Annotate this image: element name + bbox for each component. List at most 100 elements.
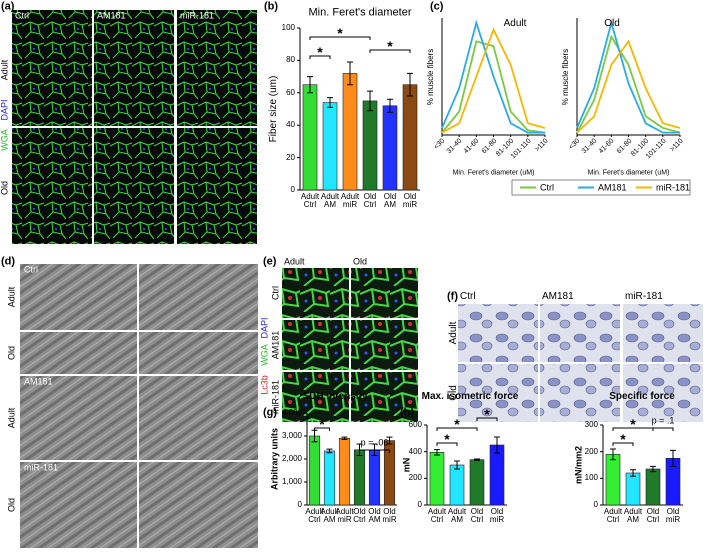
micrograph [20,264,137,330]
micrograph [458,304,538,362]
y-axis-label: mN [401,457,412,473]
micrograph [94,128,174,244]
significance-label: * [387,38,393,54]
error-bar [326,448,333,454]
column-label: Ctrl [15,10,29,21]
x-tick-label: <30 [433,137,447,151]
x-tick-label: Old Ctrl [470,507,484,525]
row-label: AM181 [270,330,281,360]
chart-title: Adult [503,18,527,29]
significance-bracket [436,442,458,446]
stain-label: WGA [0,129,10,151]
x-tick-label: Old miR [489,507,505,525]
y-tick-label: 100 [281,23,295,32]
y-tick-label: 20 [286,152,295,162]
legend-label: miR-181 [656,182,691,193]
x-tick-label: Adult miR [340,192,360,210]
significance-label: * [620,431,626,447]
significance-label: * [337,25,343,41]
micrograph [177,10,257,126]
legend-label: AM181 [598,182,627,193]
micrograph [20,332,137,374]
x-tick-label: Adult Ctrl [305,507,324,525]
significance-label: p = .06 [360,437,389,448]
row-label: Old [0,180,10,196]
error-bar [630,469,636,477]
micrograph [94,10,174,126]
legend-box [511,179,691,196]
y-axis-label: Fiber size (um) [268,75,279,143]
significance-label: * [317,44,323,60]
y-tick-label: 40 [286,120,295,130]
micrograph [351,268,418,318]
micrograph [282,268,349,318]
row-title: miR-181 [24,462,59,473]
panel-label: (c) [430,0,444,13]
y-tick-label: 80 [286,55,295,65]
micrograph [351,372,418,422]
error-bar [670,449,676,467]
y-axis-label: mN/mm2 [573,445,584,485]
column-label: AM181 [542,291,574,302]
micrograph [351,320,418,370]
y-tick-label: 200 [584,446,598,456]
line-series [441,40,546,134]
column-label: miR-181 [180,10,215,21]
y-tick-label: 4,000 [281,408,302,417]
error-bar [387,98,393,113]
significance-label: * [630,416,636,432]
micrograph [458,364,538,422]
panel-label: (e) [263,255,277,268]
significance-bracket [476,417,498,421]
x-tick-label: Adult Ctrl [603,507,623,525]
stain-label: DAPI [0,99,10,121]
x-tick-label: Adult AM [623,507,643,525]
row-label: Old [6,345,17,361]
error-bar [474,458,480,461]
significance-label: * [319,416,325,432]
y-tick-label: 400 [408,446,422,456]
column-label: AM181 [97,10,126,21]
panel-label: (b) [264,0,279,13]
column-label: Ctrl [460,291,476,302]
x-tick-label: >110 [533,137,550,154]
x-tick-label: Old AM [368,507,381,525]
x-tick-label: Old AM [383,192,397,210]
x-axis-label: Min. Feret's diameter (uM) [587,169,670,177]
micrograph [623,304,703,362]
micrograph [139,264,258,330]
y-tick-label: 60 [286,87,295,97]
y-tick-label: 0 [297,500,302,509]
y-axis-label: % muscle fibers [426,48,435,105]
error-bar [367,90,373,112]
stain-label: WGA [259,344,270,366]
significance-bracket [369,49,411,53]
panel-label: (d) [1,255,16,268]
error-bar [386,436,393,445]
y-axis-label: Arbitrary units [269,427,280,491]
chart-title: SDH Intensity [302,391,368,402]
error-bar [650,465,656,473]
stain-label: Lc3b [259,375,270,395]
micrograph [177,128,257,244]
column-label: Old [353,256,368,267]
significance-bracket [309,36,371,40]
significance-label: p = .1 [651,415,675,426]
column-label: miR-181 [625,291,663,302]
x-tick-label: 41-60 [463,137,481,156]
panel-label: (a) [1,0,15,13]
x-tick-label: Old Ctrl [353,507,366,525]
chart-title: Max. isometric force [421,391,519,402]
significance-bracket [436,427,478,431]
micrograph [139,376,258,460]
micrograph [282,372,349,422]
x-tick-label: 31-40 [581,137,599,156]
stain-label: DAPI [259,317,270,339]
x-tick-label: Adult AM [447,507,467,525]
micrograph [282,320,349,370]
x-tick-label: Old miR [402,192,418,210]
y-tick-label: 0 [417,500,422,509]
error-bar [494,436,500,454]
